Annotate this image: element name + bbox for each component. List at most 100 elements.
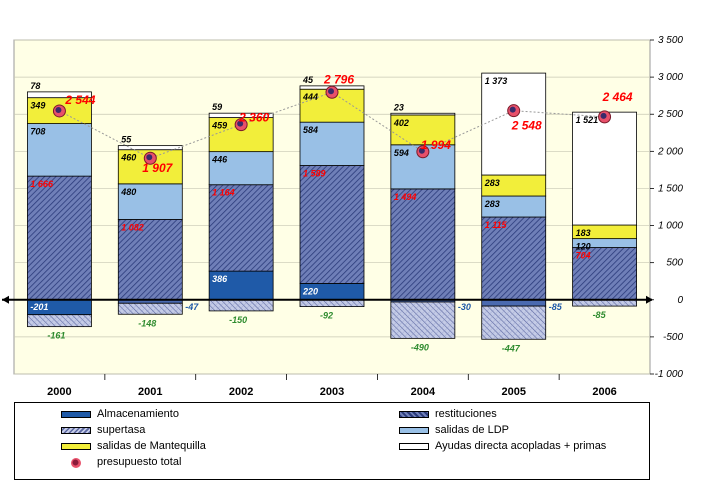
total-marker-center (55, 106, 62, 113)
legend-swatch-salidas-ldp (399, 427, 429, 434)
data-label-mant: 459 (211, 121, 227, 131)
data-label-sup: -148 (138, 318, 156, 328)
bar-alm (208, 270, 274, 301)
y-tick-label: 3 000 (658, 72, 683, 83)
total-marker-center (146, 154, 153, 161)
bar-sup (208, 299, 274, 312)
legend-marker-icon (71, 458, 81, 468)
data-label-sup: -161 (47, 331, 65, 341)
y-tick-label: 2 000 (657, 146, 683, 157)
x-tick-label: 2000 (47, 386, 71, 398)
total-label: 2 796 (323, 72, 354, 86)
bar-rest (390, 188, 456, 301)
data-label-extra-neg: -30 (458, 302, 471, 312)
y-tick-label: -500 (663, 332, 683, 343)
total-marker-center (509, 106, 516, 113)
bars: -201 1 666 708 349 78 -161 1 082 480 460 55 -47 -14… (27, 72, 637, 353)
bar-rest (572, 247, 637, 301)
data-label-mant: 444 (302, 92, 318, 102)
y-tick-label: -1 000 (655, 369, 684, 380)
legend-label: Ayudas directa acopladas + primas (435, 440, 607, 452)
legend-swatch-ayudas (399, 443, 429, 450)
data-label-ldp: 283 (484, 199, 500, 209)
data-label-rest: 1 164 (212, 188, 235, 198)
data-label-ldp: 120 (576, 242, 591, 252)
data-label-ldp: 594 (394, 148, 409, 158)
data-label-mant: 283 (484, 178, 500, 188)
y-tick-label: 3 500 (658, 35, 683, 46)
legend-label: restituciones (435, 408, 497, 420)
data-label-mant: 460 (120, 153, 136, 163)
bar-ayud (390, 112, 456, 116)
bar-ldp (299, 121, 365, 166)
bar-rest (481, 216, 547, 301)
bar-rest (208, 184, 274, 272)
bar-ayud (117, 145, 183, 151)
data-label-mant: 183 (576, 228, 591, 238)
total-marker-center (418, 147, 425, 154)
total-markers: 2 544 1 907 2 360 2 796 1 994 2 548 2 464 (52, 72, 633, 175)
legend-label: salidas de Mantequilla (97, 440, 206, 452)
x-tick-label: 2005 (501, 386, 525, 398)
data-label-mant: 402 (393, 118, 409, 128)
data-label-sup: -150 (229, 315, 247, 325)
legend-swatch-almacenamiento (61, 411, 91, 418)
bar-rest (299, 165, 365, 284)
data-label-rest: 1 115 (485, 220, 508, 230)
total-marker-center (328, 88, 334, 95)
total-label: 2 464 (602, 90, 633, 104)
legend-swatch-restituciones (399, 411, 429, 418)
bar-sup (117, 302, 183, 315)
bar-ldp (208, 151, 274, 186)
data-label-extra-neg: -47 (185, 302, 199, 312)
y-tick-label: 1 500 (658, 183, 683, 194)
data-label-sup: -447 (502, 343, 521, 353)
data-label-sup: -85 (593, 310, 607, 320)
data-label-ayud: 55 (121, 135, 132, 145)
x-tick-label: 2004 (411, 386, 436, 398)
data-label-ayud: 1 373 (485, 76, 508, 86)
total-marker-center (600, 112, 607, 119)
data-label-sup: -92 (320, 311, 333, 321)
data-label-alm: -201 (30, 302, 48, 312)
x-axis: 2000 2001 2002 2003 2004 2005 2006 (2, 295, 653, 398)
bar-ayud (481, 72, 547, 176)
x-tick-label: 2001 (138, 386, 162, 398)
data-label-ayud: 59 (212, 102, 222, 112)
data-label-ldp: 446 (211, 155, 228, 165)
data-label-mant: 349 (30, 101, 45, 111)
bar-ayud (27, 91, 92, 99)
legend: Almacenamiento restituciones supertasa s… (14, 402, 650, 480)
y-tick-label: 1 000 (658, 221, 683, 232)
data-label-alm: 220 (302, 286, 318, 296)
x-tick-label: 2002 (229, 386, 253, 398)
axis-arrow-right-icon (646, 295, 653, 304)
total-label: 1 907 (142, 161, 173, 175)
data-label-ayud: 1 521 (576, 115, 599, 125)
data-label-sup: -490 (411, 342, 429, 352)
legend-label: salidas de LDP (435, 424, 509, 436)
bar-ayud (208, 112, 274, 118)
bar-mant (390, 114, 456, 146)
data-label-ayud: 78 (30, 81, 40, 91)
y-tick-label: 2 500 (657, 109, 683, 120)
data-label-rest: 1 666 (30, 179, 54, 189)
data-label-rest: 1 082 (121, 222, 144, 232)
x-tick-label: 2006 (592, 386, 616, 398)
data-label-ayud: 23 (393, 102, 404, 112)
bar-sup (27, 314, 92, 328)
data-label-extra-neg: -85 (549, 302, 563, 312)
total-label: 2 544 (64, 93, 95, 107)
bar-ayud (572, 111, 637, 226)
data-label-ldp: 480 (120, 187, 136, 197)
bar-sup (390, 301, 456, 339)
total-label: 2 548 (511, 119, 542, 133)
bar-rest (117, 219, 183, 301)
data-label-ayud: 45 (302, 75, 314, 85)
legend-swatch-salidas-mantequilla (61, 443, 91, 450)
legend-swatch-supertasa (61, 427, 91, 434)
y-tick-label: 500 (666, 258, 683, 269)
bar-sup (299, 299, 365, 308)
chart: 3 500 3 000 2 500 2 000 1 500 1 000 500 0 -500 -1… (2, 35, 684, 398)
data-label-rest: 1 494 (394, 192, 417, 202)
